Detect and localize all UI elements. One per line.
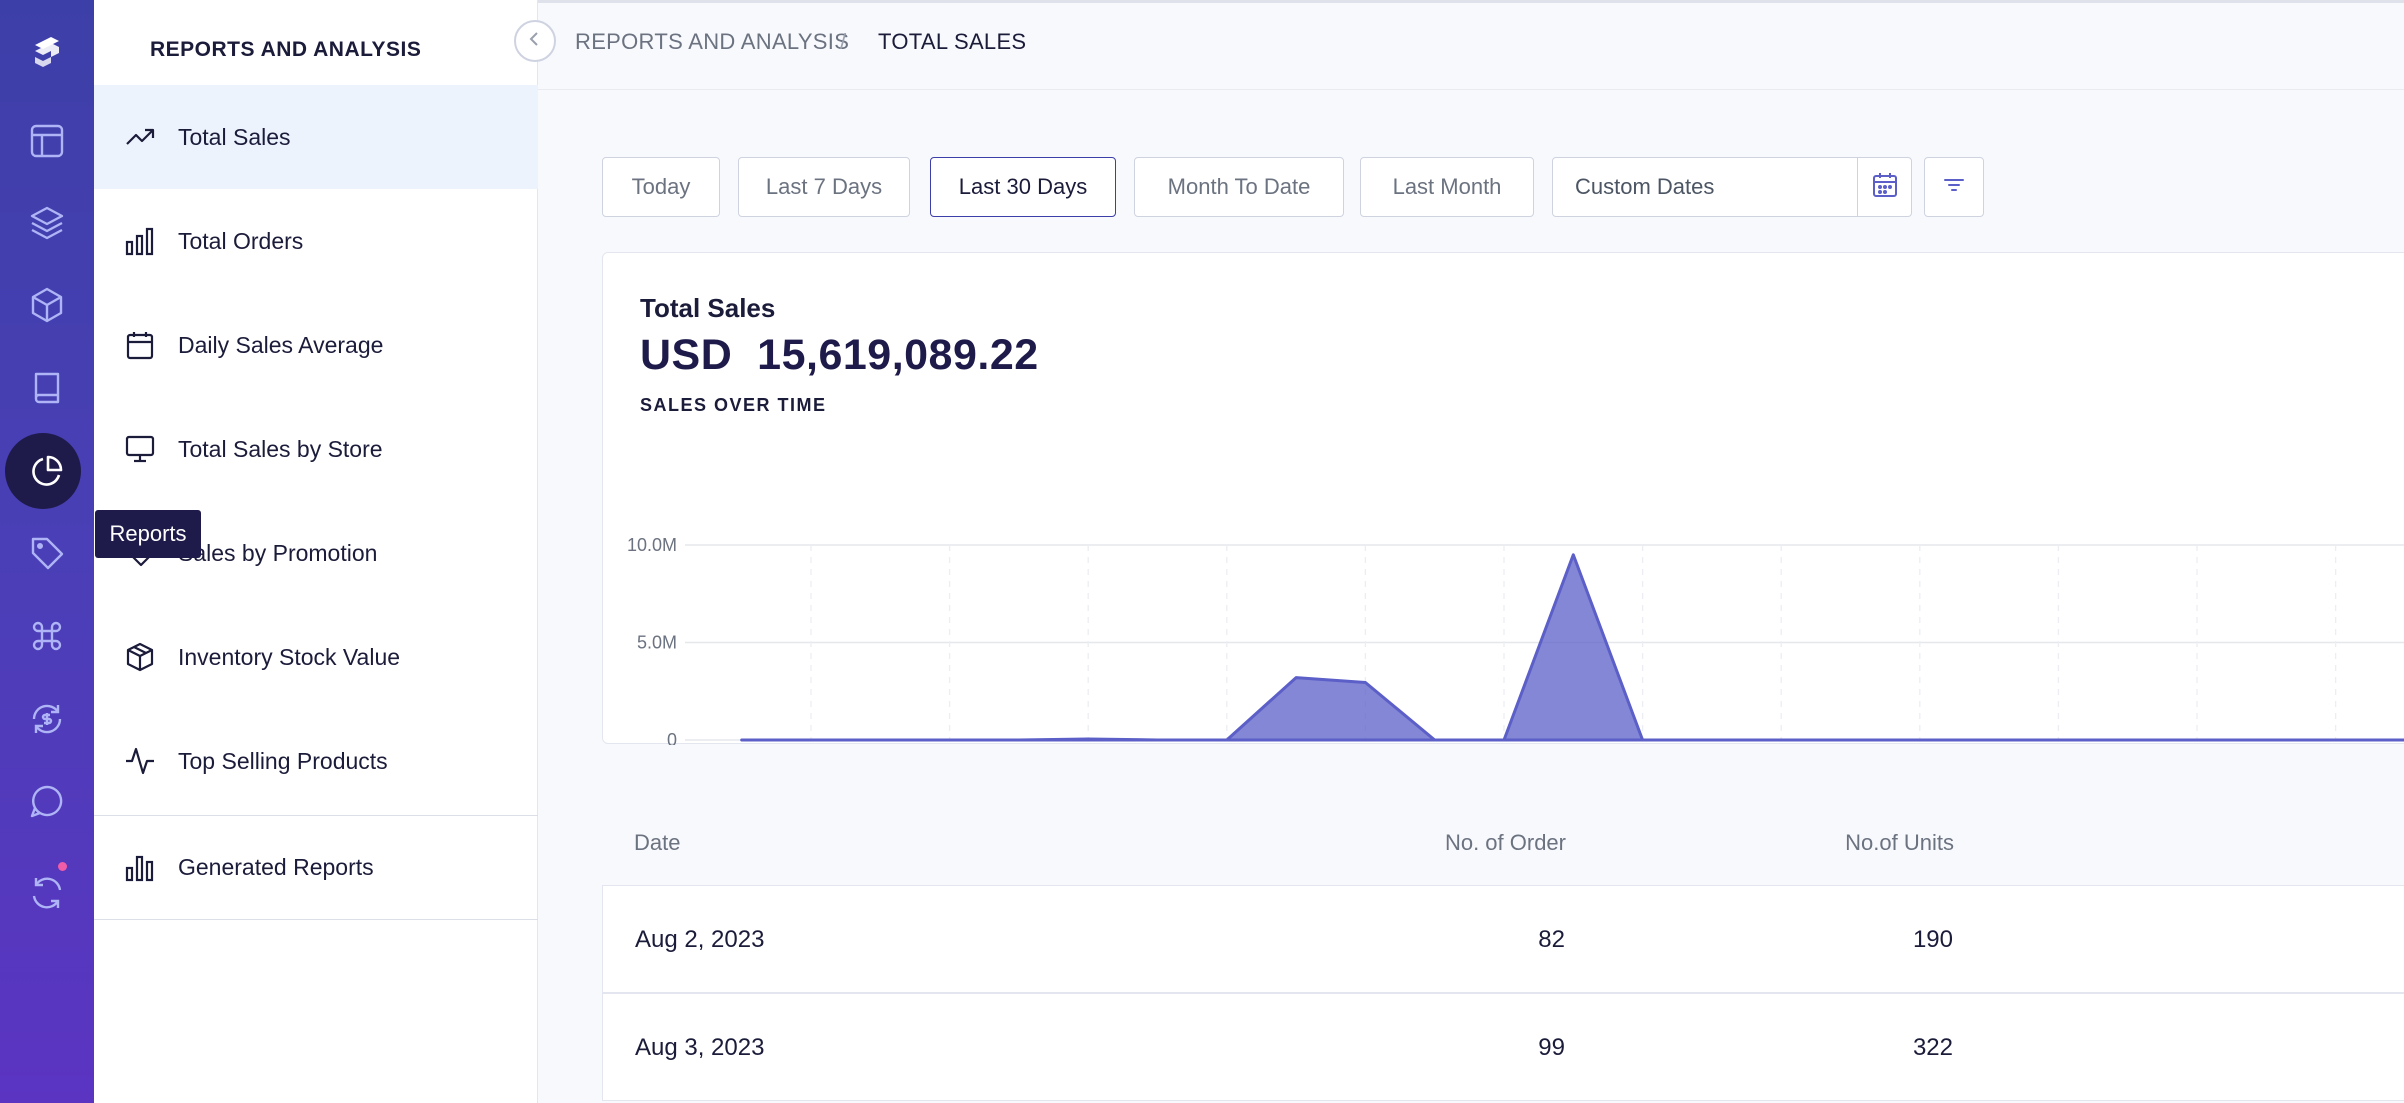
cube-icon[interactable] — [0, 270, 94, 340]
sidebar-item-label: Daily Sales Average — [178, 331, 384, 358]
chart-heading: SALES OVER TIME — [640, 395, 827, 415]
filter-icon — [1941, 172, 1967, 203]
filter-last-30-days-button[interactable]: Last 30 Days — [930, 157, 1116, 217]
sales-chart-card: Total Sales USD 15,619,089.22 SALES OVER… — [602, 252, 2404, 745]
y-tick-label: 5.0M — [637, 633, 677, 653]
trending-up-icon — [122, 119, 158, 155]
custom-dates-field — [1552, 157, 1912, 217]
filter-last-7-days-button[interactable]: Last 7 Days — [738, 157, 910, 217]
table-header: Date No. of Order No.of Units — [602, 800, 2404, 885]
advanced-filter-button[interactable] — [1924, 157, 1984, 217]
reports-tooltip: Reports — [95, 510, 201, 558]
sidebar-item-label: Inventory Stock Value — [178, 643, 401, 670]
command-icon[interactable] — [0, 601, 94, 671]
sidebar-item-label: Total Orders — [178, 227, 304, 254]
sidebar-item-label: Total Sales — [178, 123, 291, 150]
column-header-units: No.of Units — [1845, 830, 1954, 855]
reports-pie-icon[interactable] — [0, 436, 94, 506]
collapse-sidebar-button[interactable] — [514, 20, 556, 62]
cell-date: Aug 3, 2023 — [635, 1034, 765, 1061]
divider — [94, 815, 538, 816]
main-content: REPORTS AND ANALYSIS / TOTAL SALES Today… — [538, 0, 2404, 1103]
logo-icon[interactable] — [0, 16, 94, 86]
calendar-button[interactable] — [1857, 158, 1911, 216]
custom-dates-input[interactable] — [1553, 158, 1843, 216]
sidebar-item-total-orders[interactable]: Total Orders — [94, 189, 538, 293]
chevron-left-icon — [526, 30, 544, 53]
box-icon — [122, 639, 158, 675]
calendar-icon — [122, 327, 158, 363]
layers-icon[interactable] — [0, 188, 94, 258]
cell-units: 322 — [1912, 1034, 1953, 1061]
refresh-dollar-icon[interactable] — [0, 684, 94, 754]
sidebar-item-total-sales-by-store[interactable]: Total Sales by Store — [94, 397, 538, 501]
column-header-date: Date — [634, 830, 681, 855]
summary-title: Total Sales — [640, 293, 776, 323]
bar-chart-icon — [122, 223, 158, 259]
active-indicator — [5, 433, 81, 509]
table-row[interactable]: Aug 2, 2023 82 190 — [602, 885, 2404, 993]
table-row[interactable]: Aug 3, 2023 99 322 — [602, 993, 2404, 1101]
filter-last-month-button[interactable]: Last Month — [1360, 157, 1534, 217]
activity-icon — [122, 743, 158, 779]
sidebar-item-daily-sales-average[interactable]: Daily Sales Average — [94, 293, 538, 397]
breadcrumb-current: TOTAL SALES — [878, 29, 1027, 54]
notification-dot — [58, 862, 67, 871]
breadcrumb: REPORTS AND ANALYSIS / TOTAL SALES — [538, 0, 2404, 90]
breadcrumb-separator: / — [840, 29, 847, 54]
sidebar-item-label: Sales by Promotion — [178, 539, 378, 566]
book-icon[interactable] — [0, 353, 94, 423]
cell-date: Aug 2, 2023 — [635, 926, 765, 953]
sidebar-item-label: Total Sales by Store — [178, 435, 383, 462]
sidebar-item-label: Top Selling Products — [178, 747, 388, 774]
total-sales-amount: USD 15,619,089.22 — [640, 331, 1039, 379]
sidebar-title: REPORTS AND ANALYSIS — [150, 38, 422, 61]
divider — [94, 919, 538, 920]
y-tick-label: 0 — [667, 730, 677, 745]
sidebar-item-generated-reports[interactable]: Generated Reports — [94, 815, 538, 919]
bar-chart-icon — [122, 849, 158, 885]
sidebar-item-inventory-stock-value[interactable]: Inventory Stock Value — [94, 605, 538, 709]
sync-icon[interactable] — [0, 858, 94, 928]
y-tick-label: 10.0M — [627, 535, 677, 555]
chat-icon[interactable] — [0, 766, 94, 836]
filter-today-button[interactable]: Today — [602, 157, 720, 217]
monitor-icon — [122, 431, 158, 467]
calendar-icon — [1871, 171, 1899, 204]
filter-month-to-date-button[interactable]: Month To Date — [1134, 157, 1344, 217]
sidebar-item-label: Generated Reports — [178, 853, 374, 880]
dashboard-icon[interactable] — [0, 106, 94, 176]
column-header-orders: No. of Order — [1444, 830, 1566, 855]
sidebar-item-total-sales[interactable]: Total Sales — [94, 85, 538, 189]
cell-orders: 82 — [1538, 926, 1565, 953]
icon-rail — [0, 0, 94, 1103]
tag-icon[interactable] — [0, 518, 94, 588]
cell-units: 190 — [1912, 926, 1953, 953]
sales-area-series — [740, 553, 2404, 742]
breadcrumb-parent[interactable]: REPORTS AND ANALYSIS — [575, 29, 850, 54]
cell-orders: 99 — [1538, 1034, 1565, 1061]
reports-sidebar: REPORTS AND ANALYSIS Total Sales Total O… — [94, 0, 538, 1103]
sidebar-item-top-selling-products[interactable]: Top Selling Products — [94, 709, 538, 813]
